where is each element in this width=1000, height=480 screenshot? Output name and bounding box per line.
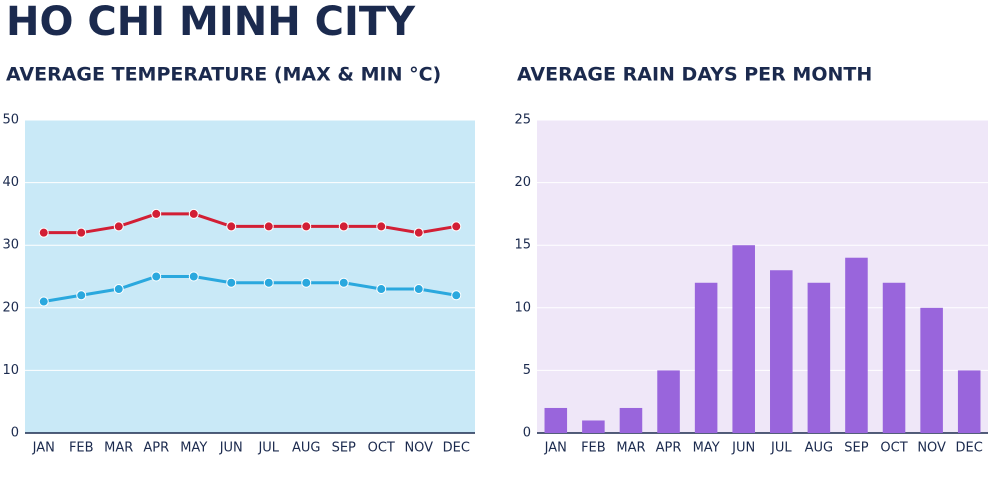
bar: [619, 407, 643, 433]
y-tick-label: 5: [523, 363, 531, 378]
y-tick-label: 20: [514, 175, 531, 190]
y-tick-label: 15: [514, 238, 531, 253]
point: [301, 277, 312, 288]
point: [301, 221, 312, 232]
point: [413, 284, 424, 295]
point: [226, 221, 237, 232]
plot-background: [537, 120, 988, 433]
x-tick-label: JUL: [257, 441, 279, 456]
point: [263, 277, 274, 288]
bar: [807, 282, 831, 433]
x-tick-label: APR: [656, 441, 682, 456]
x-tick-label: NOV: [404, 441, 433, 456]
x-tick-label: FEB: [581, 441, 606, 456]
point: [188, 271, 199, 282]
bar: [770, 270, 793, 433]
point: [76, 290, 87, 301]
y-tick-label: 10: [514, 300, 531, 315]
point: [151, 271, 162, 282]
y-tick-label: 50: [2, 113, 19, 128]
point: [38, 227, 49, 238]
x-tick-label: MAR: [616, 441, 645, 456]
x-tick-label: JUN: [731, 441, 755, 456]
x-tick-label: JUN: [219, 441, 243, 456]
point: [188, 208, 199, 219]
point: [376, 284, 387, 295]
point: [451, 290, 462, 301]
x-tick-label: DEC: [443, 441, 470, 456]
x-tick-label: OCT: [368, 441, 395, 456]
bar: [732, 245, 755, 433]
y-tick-label: 25: [514, 113, 531, 128]
x-tick-label: DEC: [956, 441, 983, 456]
y-tick-label: 20: [2, 300, 19, 315]
bar: [920, 307, 943, 433]
point: [113, 221, 124, 232]
x-tick-label: OCT: [880, 441, 907, 456]
x-tick-label: NOV: [917, 441, 946, 456]
bar: [957, 370, 981, 433]
x-tick-label: MAY: [180, 441, 207, 456]
x-tick-label: JAN: [32, 441, 55, 456]
plot-background: [25, 120, 475, 433]
x-tick-label: JUL: [770, 441, 792, 456]
point: [338, 277, 349, 288]
point: [76, 227, 87, 238]
x-tick-label: MAY: [693, 441, 720, 456]
point: [263, 221, 274, 232]
y-tick-label: 0: [523, 426, 531, 441]
y-tick-label: 30: [2, 238, 19, 253]
x-tick-label: FEB: [69, 441, 94, 456]
x-tick-label: AUG: [292, 441, 320, 456]
point: [113, 284, 124, 295]
x-tick-label: APR: [143, 441, 169, 456]
x-tick-label: AUG: [805, 441, 833, 456]
line: [43, 212, 457, 235]
x-tick-label: JAN: [544, 441, 567, 456]
x-tick-label: SEP: [332, 441, 356, 456]
y-tick-label: 40: [2, 175, 19, 190]
bar: [694, 282, 718, 433]
line: [43, 275, 457, 304]
chart-title: AVERAGE TEMPERATURE (MAX & MIN °C): [6, 64, 441, 86]
bar: [582, 420, 605, 433]
point: [151, 208, 162, 219]
y-tick-label: 0: [11, 426, 19, 441]
bar: [544, 407, 568, 433]
point: [376, 221, 387, 232]
point: [338, 221, 349, 232]
page-title: HO CHI MINH CITY: [6, 0, 416, 45]
point: [226, 277, 237, 288]
point: [38, 296, 49, 307]
y-tick-label: 10: [2, 363, 19, 378]
x-tick-label: SEP: [844, 441, 868, 456]
point: [451, 221, 462, 232]
x-tick-label: MAR: [104, 441, 133, 456]
bar: [657, 370, 680, 433]
bar: [882, 282, 906, 433]
chart-title: AVERAGE RAIN DAYS PER MONTH: [517, 64, 872, 86]
bar: [845, 257, 868, 433]
point: [413, 227, 424, 238]
